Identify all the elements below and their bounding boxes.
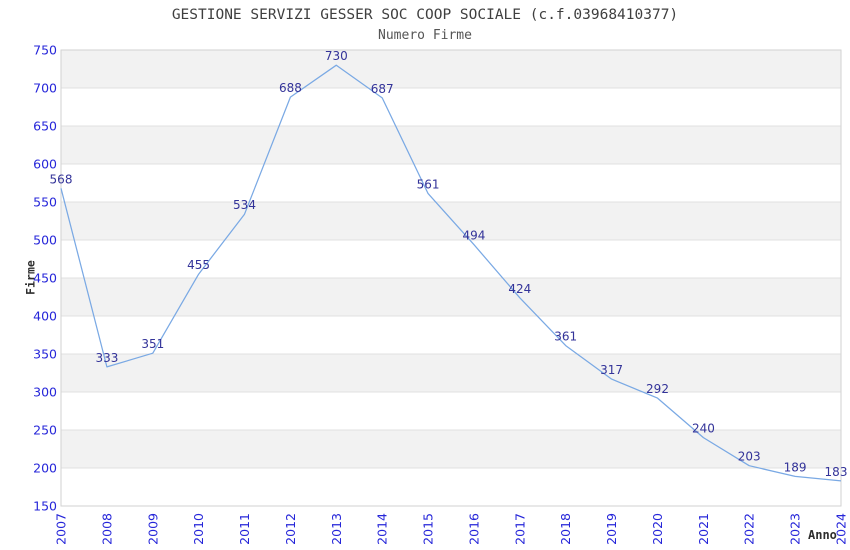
data-label: 189: [784, 460, 807, 474]
plot-band: [61, 354, 841, 392]
plot-band: [61, 202, 841, 240]
x-tick-label: 2019: [604, 513, 619, 545]
data-label: 333: [95, 351, 118, 365]
data-label: 688: [279, 81, 302, 95]
x-tick-label: 2020: [650, 513, 665, 545]
y-tick-label: 650: [33, 119, 57, 134]
plot-band: [61, 88, 841, 126]
plot-band: [61, 316, 841, 354]
data-label: 317: [600, 363, 623, 377]
x-tick-label: 2023: [788, 513, 803, 545]
x-tick-label: 2009: [145, 513, 160, 545]
x-tick-label: 2017: [512, 513, 527, 545]
data-label: 730: [325, 49, 348, 63]
x-tick-label: 2012: [283, 513, 298, 545]
y-tick-label: 250: [33, 423, 57, 438]
data-label: 455: [187, 258, 210, 272]
data-label: 424: [508, 282, 531, 296]
data-label: 292: [646, 382, 669, 396]
x-tick-label: 2010: [191, 513, 206, 545]
chart-subtitle: Numero Firme: [378, 28, 472, 43]
x-tick-label: 2016: [466, 513, 481, 545]
x-tick-label: 2008: [99, 513, 114, 545]
y-tick-label: 500: [33, 233, 57, 248]
plot-band: [61, 468, 841, 506]
x-tick-label: 2021: [696, 513, 711, 545]
y-tick-label: 150: [33, 499, 57, 514]
plot-band: [61, 240, 841, 278]
data-label: 203: [738, 450, 761, 464]
data-label: 568: [50, 172, 73, 186]
y-tick-label: 750: [33, 43, 57, 58]
x-tick-label: 2013: [329, 513, 344, 545]
x-tick-label: 2011: [237, 513, 252, 545]
y-tick-label: 600: [33, 157, 57, 172]
y-tick-label: 400: [33, 309, 57, 324]
plot-band: [61, 126, 841, 164]
y-tick-label: 200: [33, 461, 57, 476]
data-label: 183: [825, 465, 848, 479]
x-axis-title: Anno: [808, 528, 837, 542]
data-label: 351: [141, 337, 164, 351]
x-tick-label: 2022: [742, 513, 757, 545]
plot-band: [61, 164, 841, 202]
chart-title: GESTIONE SERVIZI GESSER SOC COOP SOCIALE…: [171, 7, 679, 23]
y-tick-label: 550: [33, 195, 57, 210]
data-line: [60, 64, 842, 482]
plot-border: [60, 49, 842, 507]
plot-band: [61, 430, 841, 468]
plot-band: [61, 392, 841, 430]
y-tick-label: 300: [33, 385, 57, 400]
data-label: 561: [417, 178, 440, 192]
y-tick-label: 700: [33, 81, 57, 96]
data-label: 494: [462, 229, 485, 243]
x-tick-label: 2015: [421, 513, 436, 545]
data-label: 687: [371, 82, 394, 96]
y-tick-label: 450: [33, 271, 57, 286]
x-tick-label: 2007: [54, 513, 69, 545]
data-label: 534: [233, 198, 256, 212]
y-tick-label: 350: [33, 347, 57, 362]
x-tick-label: 2014: [375, 513, 390, 545]
x-tick-label: 2018: [558, 513, 573, 545]
plot-band: [61, 278, 841, 316]
data-label: 240: [692, 422, 715, 436]
x-tick-label: 2024: [834, 513, 849, 545]
data-label: 361: [554, 330, 577, 344]
plot-band: [61, 50, 841, 88]
